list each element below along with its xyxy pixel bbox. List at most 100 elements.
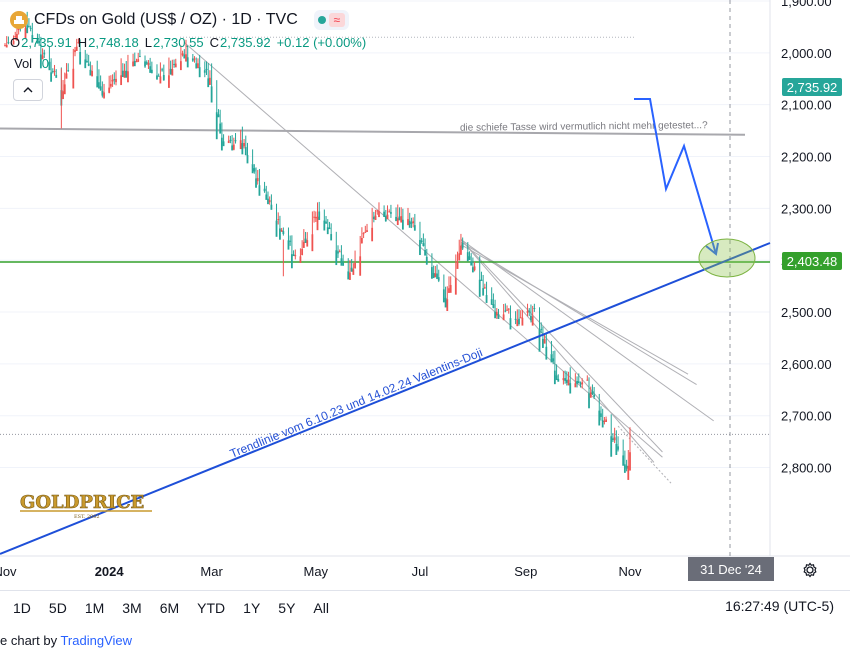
range-button-3m[interactable]: 3M [122,600,142,616]
candle-body [460,245,462,255]
ohlc-value: 2,735.92 [219,35,271,50]
candle-body [504,310,507,312]
cup-trendline [0,127,746,136]
candle-body [323,220,326,231]
candle-body [431,267,433,279]
candle-body [87,63,90,66]
ohlc-key: L [144,35,152,50]
candle-body [304,238,307,243]
candle-body [528,310,531,312]
symbol-title[interactable]: CFDs on Gold (US$ / OZ) · 1D · TVC [34,11,298,28]
candle-body [424,250,426,256]
chart-area[interactable]: 1,900.00 2,000.00 2,100.00 2,200.00 2,300.00… [0,0,850,626]
candle-body [364,231,367,233]
candle-body [36,38,39,44]
attribution[interactable]: e chart by TradingView [0,633,132,648]
candle-body [253,168,256,172]
range-button-1y[interactable]: 1Y [243,600,261,616]
svg-text:GOLDPRICE: GOLDPRICE [20,492,144,513]
volume-label: Vol [14,56,33,71]
candle-body [299,256,302,264]
candle-body [340,258,343,266]
candle-body [545,346,548,360]
candle-body [220,137,223,151]
candle-body [627,465,630,480]
candle-body [371,227,374,242]
candle-body [89,69,92,76]
candle-body [123,70,126,78]
range-button-ytd[interactable]: YTD [197,600,226,616]
main-trendline [0,242,771,555]
candle-body [125,70,128,78]
candle-body [38,40,41,44]
candle-body [543,339,546,344]
timezone-clock[interactable]: 16:27:49 (UTC-5) [725,598,834,614]
range-button-1d[interactable]: 1D [13,600,31,616]
ohlc-key: C [209,35,219,50]
candle-body [374,215,377,220]
ohlc-item: L2,730.55 [145,35,204,50]
candle-body [316,216,319,231]
ohlc-item: C2,735.92 [210,35,271,50]
candle-body [133,60,136,67]
candle-body [540,328,543,330]
candle-body [362,233,365,235]
candle-body [99,86,102,91]
candle-body [555,375,558,381]
candle-body [179,61,182,71]
candle-body [48,61,51,71]
candle-body [600,413,602,417]
candle-body [425,256,428,265]
range-button-6m[interactable]: 6M [159,600,180,616]
candle-body [360,238,363,243]
candle-body [222,141,225,147]
candle-body [567,379,570,386]
candle-body [103,92,105,98]
candle-body [275,220,278,237]
range-button-5y[interactable]: 5Y [278,600,296,616]
candle-body [205,68,208,70]
candle-body [108,87,111,93]
range-button-5d[interactable]: 5D [48,600,67,616]
candle-body [185,54,187,62]
attribution-brand[interactable]: TradingView [60,633,133,648]
candle-body [586,379,589,381]
candle-body [186,57,189,68]
settings-gear-icon[interactable] [802,562,818,578]
range-button-all[interactable]: All [313,600,329,616]
candle-body [26,25,29,34]
candle-body [610,436,613,457]
time-tick-label: Jul [412,564,429,579]
ohlc-value: 2,748.18 [88,35,139,50]
candle-body [400,216,403,223]
candle-body [290,254,293,269]
candle-body [115,78,117,83]
candle-body [209,77,211,85]
candle-body [294,255,297,257]
candle-body [326,227,329,235]
candle-body [625,465,628,469]
price-chart[interactable]: 1,900.00 2,000.00 2,100.00 2,200.00 2,300.00… [0,0,850,590]
candle-body [407,219,409,226]
candle-body [282,231,285,234]
candle-body [436,273,438,279]
ohlc-key: H [77,35,88,50]
candle-body [39,54,42,69]
candle-body [232,144,235,150]
candle-body [162,75,165,81]
range-button-1m[interactable]: 1M [84,600,105,616]
fan-trendline [183,42,663,458]
candle-body [84,59,87,69]
candle-body [53,70,56,72]
collapse-legend-button[interactable] [13,79,43,101]
candle-body [265,194,268,200]
candle-body [203,70,206,73]
market-status[interactable]: ≈ [313,10,349,30]
candle-body [287,240,290,250]
candle-body [149,66,152,73]
candle-body [521,317,524,326]
candle-body [538,329,541,352]
candle-body [434,273,437,278]
candle-body [386,214,389,220]
candle-body [197,63,199,69]
